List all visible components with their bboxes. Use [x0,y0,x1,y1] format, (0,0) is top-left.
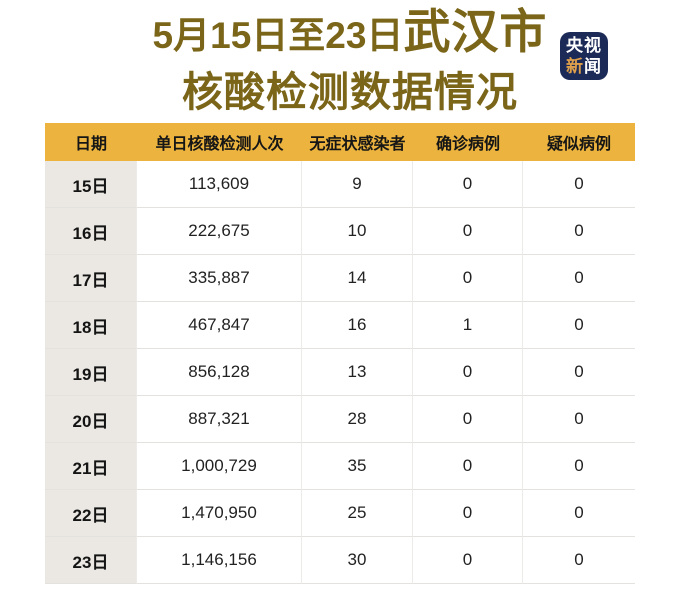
page-title: 5月15日至23日武汉市 核酸检测数据情况 [90,6,610,115]
cell-suspected: 0 [523,443,635,490]
cell-suspected: 0 [523,161,635,208]
cell-tests: 1,470,950 [137,490,302,537]
cell-date: 18日 [45,302,137,349]
cell-tests: 222,675 [137,208,302,255]
cell-asymptomatic: 14 [302,255,413,302]
badge-char-wen: 闻 [584,57,602,76]
cell-suspected: 0 [523,490,635,537]
cell-asymptomatic: 28 [302,396,413,443]
cell-tests: 467,847 [137,302,302,349]
cell-confirmed: 0 [413,349,523,396]
cell-tests: 856,128 [137,349,302,396]
cell-tests: 113,609 [137,161,302,208]
cell-suspected: 0 [523,396,635,443]
cell-date: 17日 [45,255,137,302]
cell-asymptomatic: 10 [302,208,413,255]
covid-test-table: 日期 单日核酸检测人次 无症状感染者 确诊病例 疑似病例 15日 113,609… [45,123,635,584]
cell-confirmed: 1 [413,302,523,349]
table-row: 19日 856,128 13 0 0 [45,349,635,396]
cell-confirmed: 0 [413,161,523,208]
cell-asymptomatic: 30 [302,537,413,584]
cell-confirmed: 0 [413,537,523,584]
table-row: 20日 887,321 28 0 0 [45,396,635,443]
table-row: 23日 1,146,156 30 0 0 [45,537,635,584]
cctv-news-logo: 央视 新闻 [560,32,608,80]
cell-date: 21日 [45,443,137,490]
cell-confirmed: 0 [413,255,523,302]
badge-text-bottom: 新闻 [566,56,602,77]
cell-tests: 887,321 [137,396,302,443]
column-header-tests: 单日核酸检测人次 [137,123,302,161]
table-row: 16日 222,675 10 0 0 [45,208,635,255]
cell-date: 15日 [45,161,137,208]
cell-asymptomatic: 16 [302,302,413,349]
cell-confirmed: 0 [413,490,523,537]
cell-suspected: 0 [523,302,635,349]
cell-suspected: 0 [523,537,635,584]
title-line-2: 核酸检测数据情况 [182,69,518,115]
cell-asymptomatic: 35 [302,443,413,490]
table-row: 18日 467,847 16 1 0 [45,302,635,349]
table-row: 17日 335,887 14 0 0 [45,255,635,302]
cell-date: 22日 [45,490,137,537]
column-header-date: 日期 [45,123,137,161]
table-row: 22日 1,470,950 25 0 0 [45,490,635,537]
column-header-confirmed: 确诊病例 [413,123,523,161]
cell-suspected: 0 [523,349,635,396]
title-line-1: 5月15日至23日武汉市 [90,6,610,70]
badge-char-xin: 新 [566,57,584,76]
table-row: 21日 1,000,729 35 0 0 [45,443,635,490]
cell-tests: 1,146,156 [137,537,302,584]
cell-asymptomatic: 13 [302,349,413,396]
badge-text-top: 央视 [566,36,602,55]
column-header-asymptomatic: 无症状感染者 [302,123,413,161]
cell-date: 23日 [45,537,137,584]
cell-confirmed: 0 [413,396,523,443]
cell-suspected: 0 [523,255,635,302]
title-date-range: 5月15日至23日 [152,15,404,56]
cell-confirmed: 0 [413,208,523,255]
table-row: 15日 113,609 9 0 0 [45,161,635,208]
title-city: 武汉市 [403,5,548,58]
cell-asymptomatic: 9 [302,161,413,208]
cell-date: 19日 [45,349,137,396]
cell-date: 20日 [45,396,137,443]
cell-suspected: 0 [523,208,635,255]
cell-date: 16日 [45,208,137,255]
column-header-suspected: 疑似病例 [523,123,635,161]
cell-tests: 335,887 [137,255,302,302]
cell-tests: 1,000,729 [137,443,302,490]
table-header-row: 日期 单日核酸检测人次 无症状感染者 确诊病例 疑似病例 [45,123,635,161]
cell-confirmed: 0 [413,443,523,490]
cell-asymptomatic: 25 [302,490,413,537]
